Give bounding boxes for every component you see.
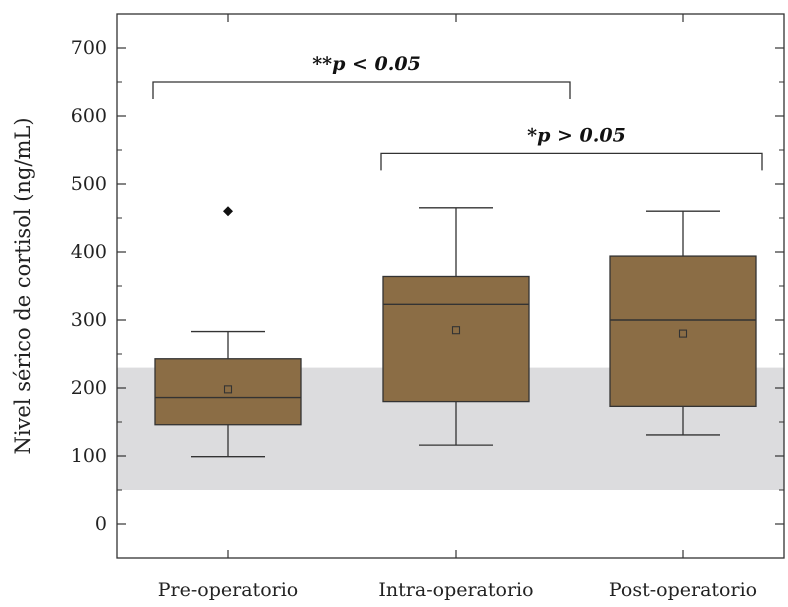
significance-bracket: *p > 0.05	[380, 124, 763, 171]
y-axis-title: Nivel sérico de cortisol (ng/mL)	[11, 117, 35, 454]
y-tick-label: 500	[71, 173, 107, 195]
outlier-marker	[223, 206, 233, 217]
y-tick-label: 0	[95, 513, 107, 535]
x-tick-label: Pre-operatorio	[158, 579, 298, 601]
mean-marker	[451, 326, 461, 335]
box-iqr	[154, 358, 302, 426]
boxes-layer	[154, 206, 757, 458]
x-tick-label: Intra-operatorio	[378, 579, 533, 601]
box-iqr	[382, 275, 530, 403]
box-intra-operatorio	[382, 207, 530, 446]
annotations-layer: **p < 0.05 *p > 0.05	[152, 53, 763, 171]
mean-marker	[223, 385, 233, 394]
plot-frame	[116, 13, 785, 559]
y-tick-label: 400	[71, 241, 107, 263]
x-tick-label: Post-operatorio	[609, 579, 757, 601]
y-tick-label: 100	[71, 445, 107, 467]
y-tick-label: 600	[71, 105, 107, 127]
significance-label: *p > 0.05	[527, 124, 626, 146]
significance-label: **p < 0.05	[312, 53, 421, 75]
y-tick-label: 300	[71, 309, 107, 331]
bracket-line	[380, 152, 763, 171]
mean-marker	[678, 329, 688, 338]
y-tick-label: 700	[71, 37, 107, 59]
box-post-operatorio	[609, 210, 757, 436]
axis-ticks: 0 100 200 300 400 500 600 700 Pre-operatorio Intr…	[71, 13, 784, 601]
significance-bracket: **p < 0.05	[152, 53, 571, 99]
box-pre-operatorio	[154, 206, 302, 458]
box-iqr	[609, 255, 757, 408]
bracket-line	[152, 81, 571, 99]
y-tick-label: 200	[71, 377, 107, 399]
